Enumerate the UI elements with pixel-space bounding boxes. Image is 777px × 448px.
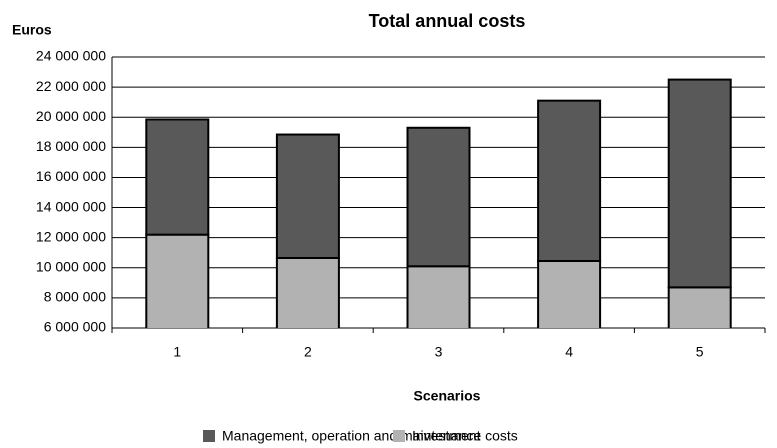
bar-segment [406,126,471,268]
legend-swatch [393,430,405,442]
legend-label: Management, operation and maintenance co… [222,428,518,444]
x-tick-label: 5 [696,344,704,360]
x-tick-label: 1 [173,344,181,360]
bar-segment [537,260,602,328]
legend-label: Investment [412,428,481,444]
bar-segment [145,233,210,328]
x-tick-label: 3 [435,344,443,360]
x-tick-label: 4 [565,344,573,360]
y-tick-label: 22 000 000 [36,78,106,94]
bar-segment [275,256,340,328]
y-tick-label: 18 000 000 [36,138,106,154]
bar-segment [537,99,602,263]
bars [145,78,732,328]
x-tick-label: 2 [304,344,312,360]
y-tick-label: 14 000 000 [36,198,106,214]
bar-segment [667,78,732,289]
y-axis-label: Euros [12,22,52,38]
y-tick-label: 16 000 000 [36,168,106,184]
x-axis-label: Scenarios [414,388,481,404]
y-tick-label: 10 000 000 [36,258,106,274]
y-tick-label: 6 000 000 [44,319,106,335]
bar-segment [145,118,210,236]
legend-swatch [203,430,215,442]
chart-title: Total annual costs [369,11,526,31]
y-tick-label: 12 000 000 [36,228,106,244]
y-tick-label: 20 000 000 [36,108,106,124]
y-tick-label: 24 000 000 [36,48,106,64]
bar-segment [275,133,340,259]
y-tick-label: 8 000 000 [44,289,106,305]
